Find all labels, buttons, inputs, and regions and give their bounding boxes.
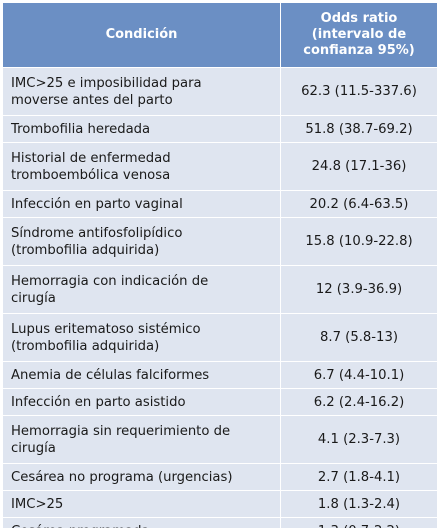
odds-ratio-cell: 6.7 (4.4-10.1) <box>280 361 438 389</box>
odds-ratio-cell: 62.3 (11.5-337.6) <box>280 67 438 116</box>
condition-cell: Hemorragia con indicación de cirugía <box>2 265 281 314</box>
condition-cell: Trombofilia heredada <box>2 115 281 143</box>
odds-ratio-cell: 4.1 (2.3-7.3) <box>280 415 438 464</box>
odds-ratio-cell: 24.8 (17.1-36) <box>280 142 438 191</box>
header-odds-ratio: Odds ratio (intervalo de confianza 95%) <box>280 2 438 68</box>
condition-cell: IMC>25 e imposibilidad para moverse antes… <box>2 67 281 116</box>
odds-ratio-cell: 2.7 (1.8-4.1) <box>280 463 438 491</box>
condition-cell: Síndrome antifosfolipídico (trombofilia a… <box>2 217 281 266</box>
table-row: Historial de enfermedad tromboembólica ve… <box>2 142 438 191</box>
odds-ratio-cell: 6.2 (2.4-16.2) <box>280 388 438 416</box>
odds-ratio-cell: 12 (3.9-36.9) <box>280 265 438 314</box>
condition-cell: Anemia de células falciformes <box>2 361 281 389</box>
table-row: Lupus eritematoso sistémico (trombofilia … <box>2 313 438 362</box>
table-row: IMC>25 1.8 (1.3-2.4) <box>2 490 438 518</box>
condition-cell: Lupus eritematoso sistémico (trombofilia … <box>2 313 281 362</box>
condition-cell: Cesárea no programa (urgencias) <box>2 463 281 491</box>
table-row: Infección en parto vaginal 20.2 (6.4-63.5… <box>2 190 438 218</box>
odds-ratio-cell: 1.3 (0.7-2.2) <box>280 517 438 528</box>
table-header: Condición Odds ratio (intervalo de confian… <box>2 2 438 68</box>
table-body: IMC>25 e imposibilidad para moverse antes… <box>2 67 438 528</box>
condition-cell: IMC>25 <box>2 490 281 518</box>
table-row: Cesárea no programa (urgencias) 2.7 (1.8-… <box>2 463 438 491</box>
odds-ratio-cell: 20.2 (6.4-63.5) <box>280 190 438 218</box>
condition-cell: Infección en parto asistido <box>2 388 281 416</box>
odds-ratio-cell: 15.8 (10.9-22.8) <box>280 217 438 266</box>
odds-ratio-cell: 8.7 (5.8-13) <box>280 313 438 362</box>
table-row: Infección en parto asistido 6.2 (2.4-16.2… <box>2 388 438 416</box>
condition-cell: Historial de enfermedad tromboembólica ve… <box>2 142 281 191</box>
table-row: Síndrome antifosfolipídico (trombofilia a… <box>2 217 438 266</box>
condition-cell: Hemorragia sin requerimiento de cirugía <box>2 415 281 464</box>
table-row: Trombofilia heredada 51.8 (38.7-69.2) <box>2 115 438 143</box>
table-row: Hemorragia sin requerimiento de cirugía 4.… <box>2 415 438 464</box>
odds-ratio-cell: 51.8 (38.7-69.2) <box>280 115 438 143</box>
table-row: IMC>25 e imposibilidad para moverse antes… <box>2 67 438 116</box>
table-row: Anemia de células falciformes 6.7 (4.4-10… <box>2 361 438 389</box>
table-row: Hemorragia con indicación de cirugía 12 (3… <box>2 265 438 314</box>
condition-cell: Cesárea programada <box>2 517 281 528</box>
odds-ratio-cell: 1.8 (1.3-2.4) <box>280 490 438 518</box>
header-condition: Condición <box>2 2 281 68</box>
header-row: Condición Odds ratio (intervalo de confian… <box>2 2 438 68</box>
table-row: Cesárea programada1.3 (0.7-2.2) <box>2 517 438 528</box>
condition-cell: Infección en parto vaginal <box>2 190 281 218</box>
